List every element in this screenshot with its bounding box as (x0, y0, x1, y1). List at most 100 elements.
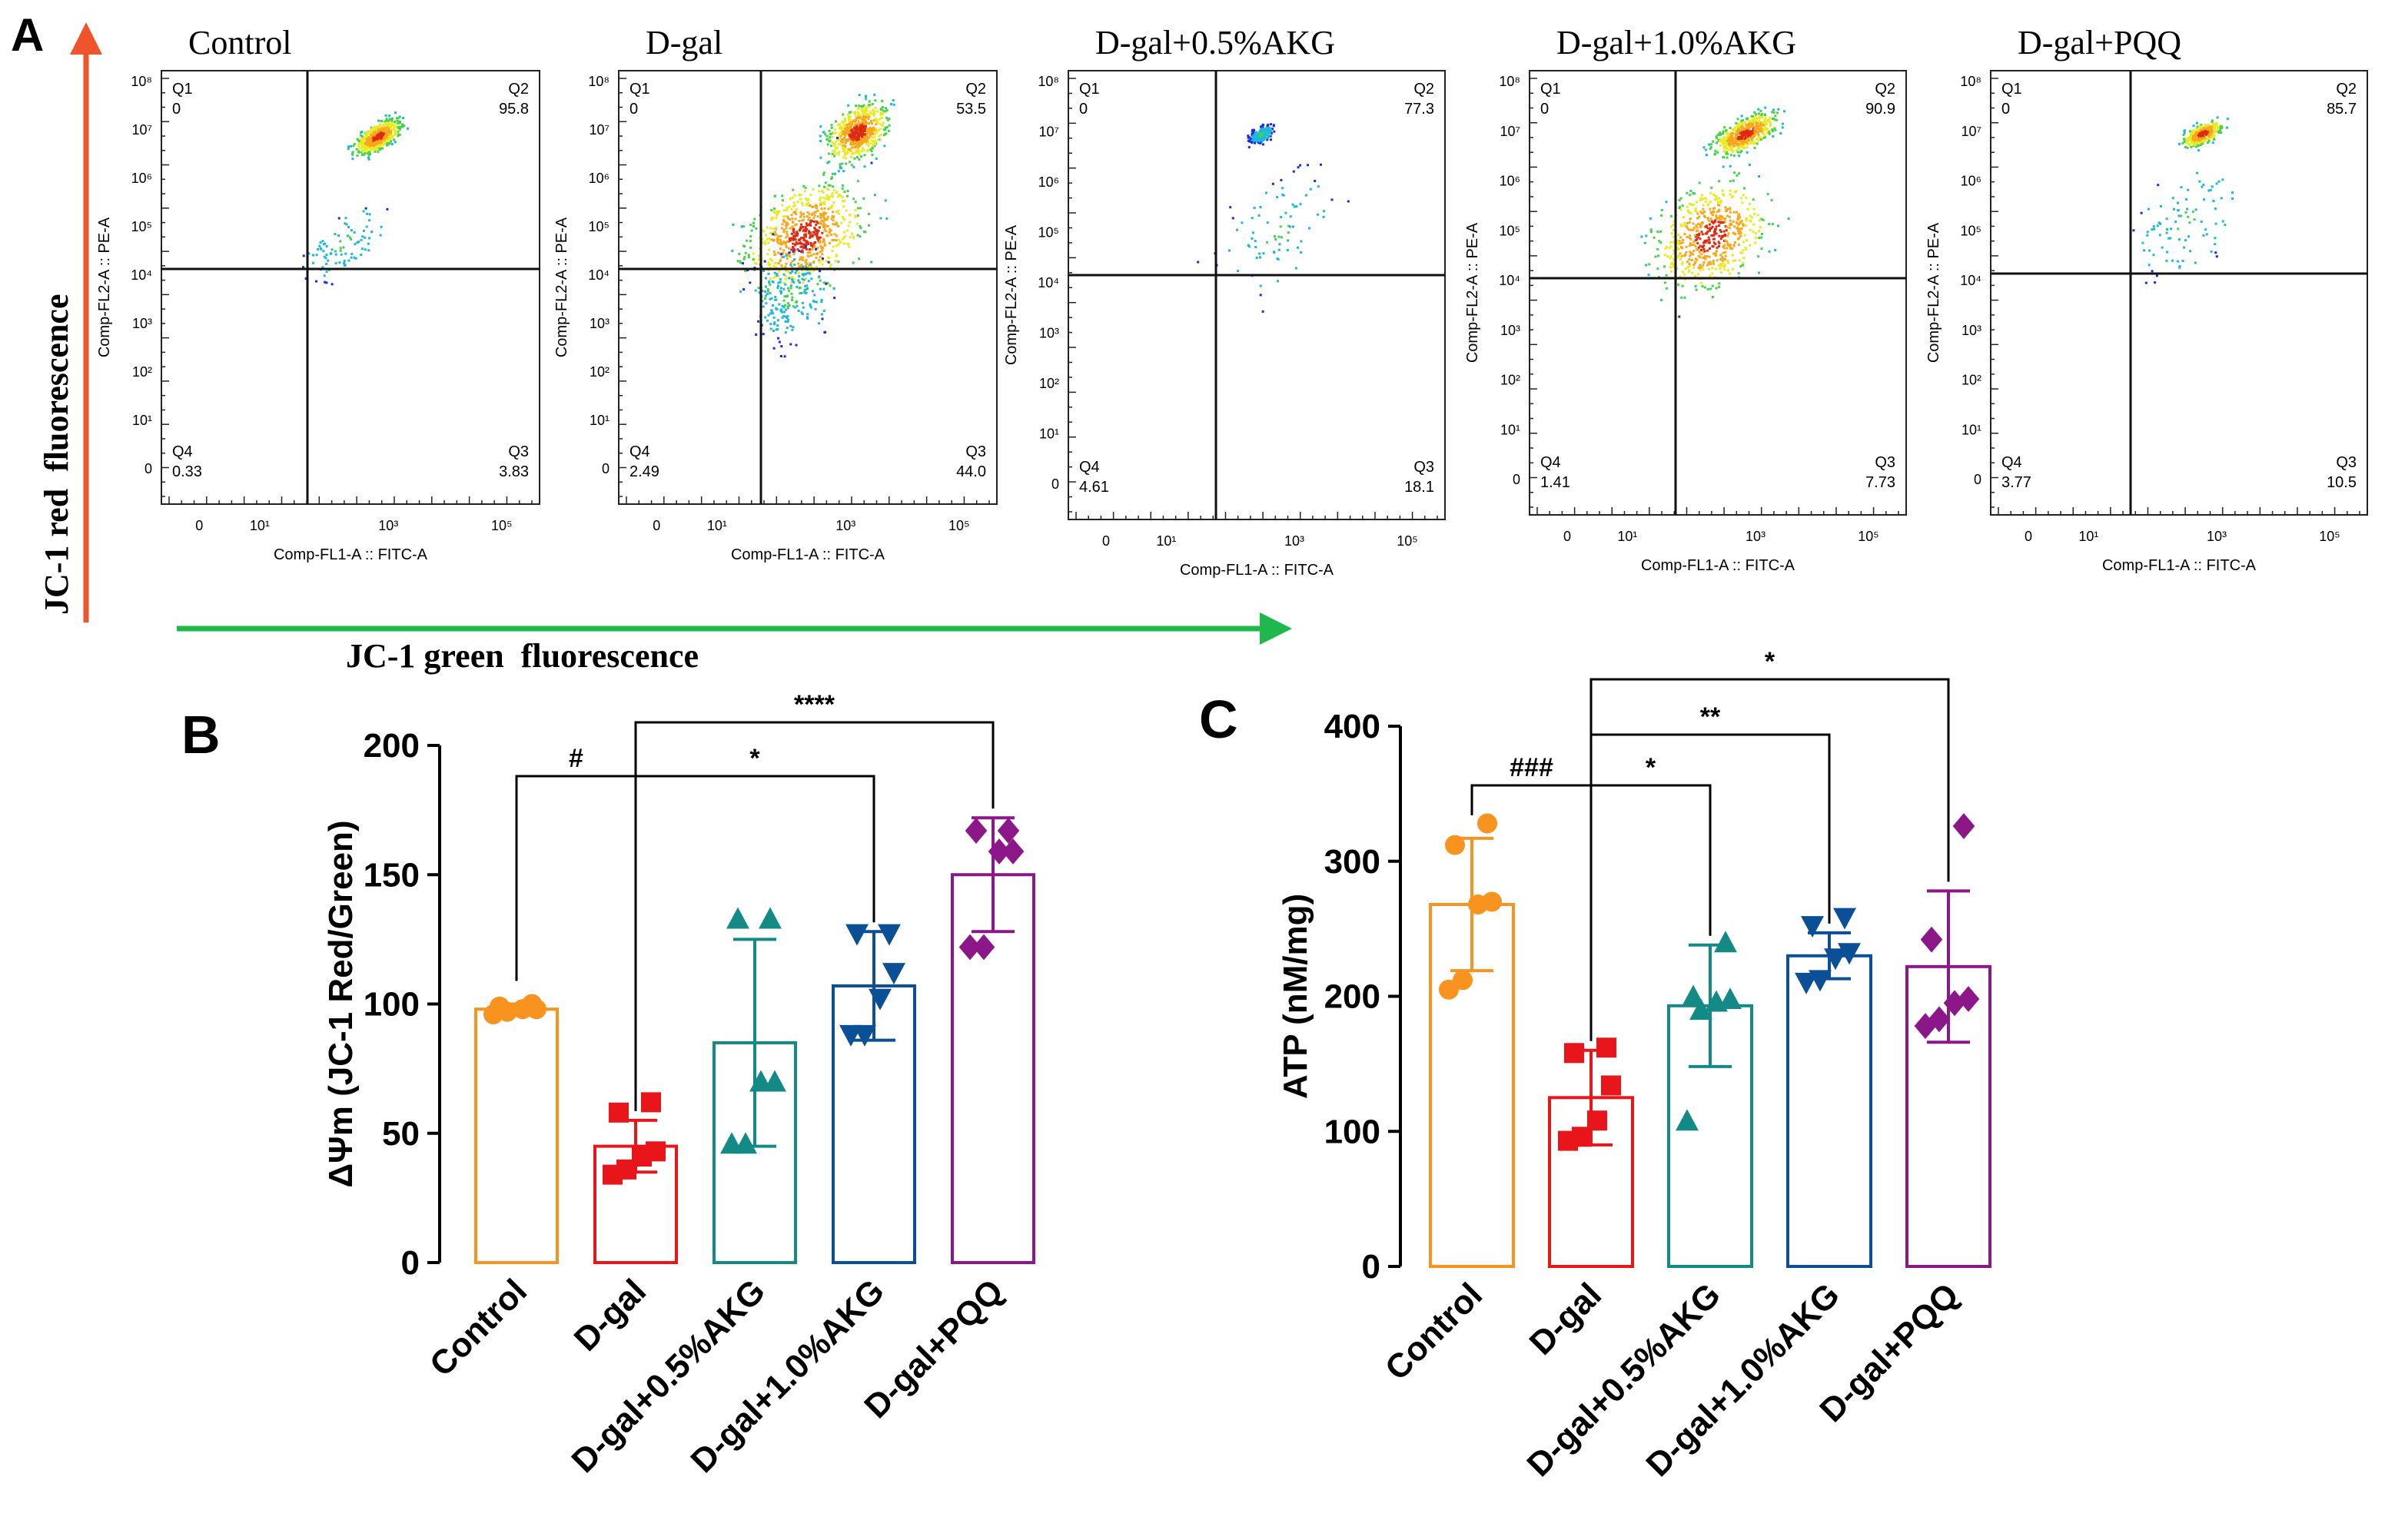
flow-event (2177, 209, 2180, 212)
flow-event (835, 244, 838, 247)
flow-event (1757, 255, 1760, 258)
flow-event (1683, 233, 1686, 235)
flow-event (837, 238, 840, 241)
flow-event (793, 264, 796, 267)
flow-event (749, 224, 752, 227)
flow-event (1676, 256, 1679, 259)
flow-event (1740, 150, 1743, 153)
flow-event (1736, 151, 1739, 154)
flow-event (2187, 215, 2190, 218)
flow-event (1689, 202, 1691, 205)
flow-event (1696, 248, 1699, 251)
flow-event (1757, 135, 1760, 138)
flow-event (1732, 195, 1735, 197)
flow-event (1739, 197, 1742, 200)
flow-event (1722, 132, 1725, 135)
flow-event (837, 225, 840, 228)
flow-event (845, 129, 848, 131)
flow-event (1687, 270, 1690, 274)
flow-event (872, 111, 875, 114)
x-tick-label: 10¹ (707, 518, 727, 533)
flow-event (1752, 117, 1756, 120)
flow-event (1739, 221, 1742, 224)
flow-event (855, 141, 859, 144)
flow-event (849, 127, 851, 130)
flow-event (796, 231, 799, 234)
data-point-square (646, 1141, 666, 1162)
flow-event (1670, 270, 1672, 273)
flow-event (840, 167, 842, 170)
flow-event (812, 270, 815, 272)
significance-label: * (1765, 647, 1775, 676)
y-tick-label: 50 (382, 1115, 420, 1153)
flow-event (804, 273, 807, 276)
flow-event (1686, 205, 1689, 208)
flow-event (1680, 224, 1683, 227)
flow-event (1744, 127, 1747, 130)
flow-event (1686, 235, 1689, 238)
flow-event (1317, 213, 1320, 216)
flow-event (1686, 225, 1688, 228)
flow-event (793, 258, 796, 261)
flow-event (1711, 284, 1714, 287)
flow-event (1719, 139, 1722, 142)
flow-event (815, 205, 819, 208)
y-tick-label: 10⁷ (1500, 124, 1520, 139)
flow-event (802, 265, 805, 268)
flow-event (844, 157, 847, 160)
data-point-triangle (1682, 984, 1705, 1007)
y-tick-label: 10⁸ (131, 74, 152, 89)
flow-event (1733, 171, 1736, 174)
flow-event (1720, 231, 1722, 233)
flow-event (397, 133, 400, 136)
flow-event (1752, 223, 1756, 226)
flow-event (1711, 272, 1714, 275)
flow-event (1264, 191, 1267, 194)
flow-event (1740, 220, 1743, 223)
flow-event (1247, 134, 1250, 138)
flow-event (832, 172, 834, 175)
flow-y-axis-label: Comp-FL2-A :: PE-A (553, 217, 570, 357)
category-label: Control (1378, 1276, 1490, 1387)
q1-value: 0 (2001, 101, 2010, 118)
flow-event (1694, 261, 1697, 264)
flow-event (819, 156, 822, 159)
flow-event (1694, 207, 1697, 211)
flow-event (1699, 244, 1702, 247)
flow-event (773, 253, 776, 256)
flow-event (377, 119, 380, 122)
data-point-diamond (1002, 838, 1025, 865)
flow-event (870, 161, 873, 164)
flow-event (2143, 249, 2145, 252)
flow-event (1746, 131, 1749, 134)
flow-event (838, 138, 841, 141)
flow-event (2198, 138, 2201, 141)
flow-event (795, 300, 798, 303)
flow-event (364, 248, 367, 251)
flow-event (321, 240, 324, 243)
flow-event (766, 319, 769, 322)
flow-event (1724, 239, 1727, 242)
flow-event (1292, 225, 1294, 228)
flow-event (1712, 259, 1715, 262)
flow-event (836, 137, 839, 139)
flow-event (1787, 217, 1790, 221)
flow-event (2178, 265, 2181, 268)
flow-event (820, 300, 823, 304)
flow-event (394, 133, 396, 136)
flow-event (1704, 148, 1707, 151)
flow-event (1738, 144, 1741, 148)
flow-event (848, 134, 851, 137)
flow-event (823, 207, 826, 210)
flow-event (1259, 141, 1262, 144)
flow-event (791, 270, 794, 273)
flow-event (1713, 207, 1716, 210)
flow-event (1722, 140, 1726, 143)
flow-event (833, 223, 836, 226)
flow-event (331, 248, 334, 251)
flow-event (2174, 221, 2177, 224)
q2-label: Q2 (2336, 81, 2357, 98)
flow-event (2200, 220, 2203, 223)
y-tick-label: 10⁵ (1500, 223, 1520, 238)
flow-event (1711, 267, 1714, 270)
